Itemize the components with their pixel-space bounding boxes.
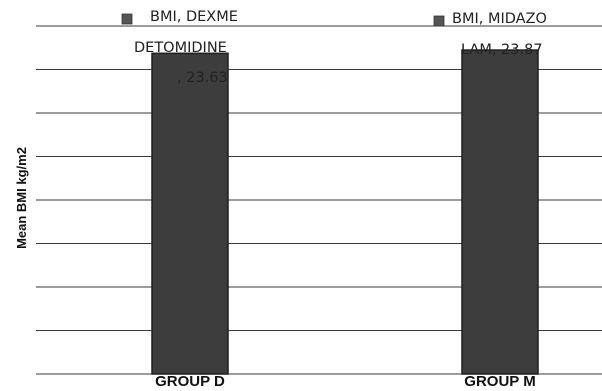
legend-marker-2 bbox=[433, 15, 445, 27]
data-label-2-line-1: BMI, MIDAZO bbox=[452, 11, 547, 27]
legend-marker-1 bbox=[121, 13, 133, 25]
x-tick-group-m: GROUP M bbox=[464, 373, 535, 390]
data-label-1-line-1: BMI, DEXME bbox=[150, 9, 238, 25]
y-axis-label: Mean BMI kg/m2 bbox=[14, 147, 29, 249]
bar-group-d bbox=[151, 52, 229, 375]
data-labels: BMI, DEXME DETOMIDINE , 23.63 BMI, MIDAZO LA… bbox=[121, 9, 547, 86]
x-tick-labels: GROUP D GROUP M bbox=[155, 373, 536, 390]
data-label-1-line-3: , 23.63 bbox=[177, 70, 228, 86]
data-label-2-line-2: LAM, 23.87 bbox=[461, 42, 543, 58]
bar-group-m bbox=[461, 49, 539, 375]
gridlines bbox=[36, 25, 602, 375]
data-label-1-line-2: DETOMIDINE bbox=[134, 40, 227, 56]
x-tick-group-d: GROUP D bbox=[155, 373, 225, 390]
bars bbox=[151, 49, 539, 375]
